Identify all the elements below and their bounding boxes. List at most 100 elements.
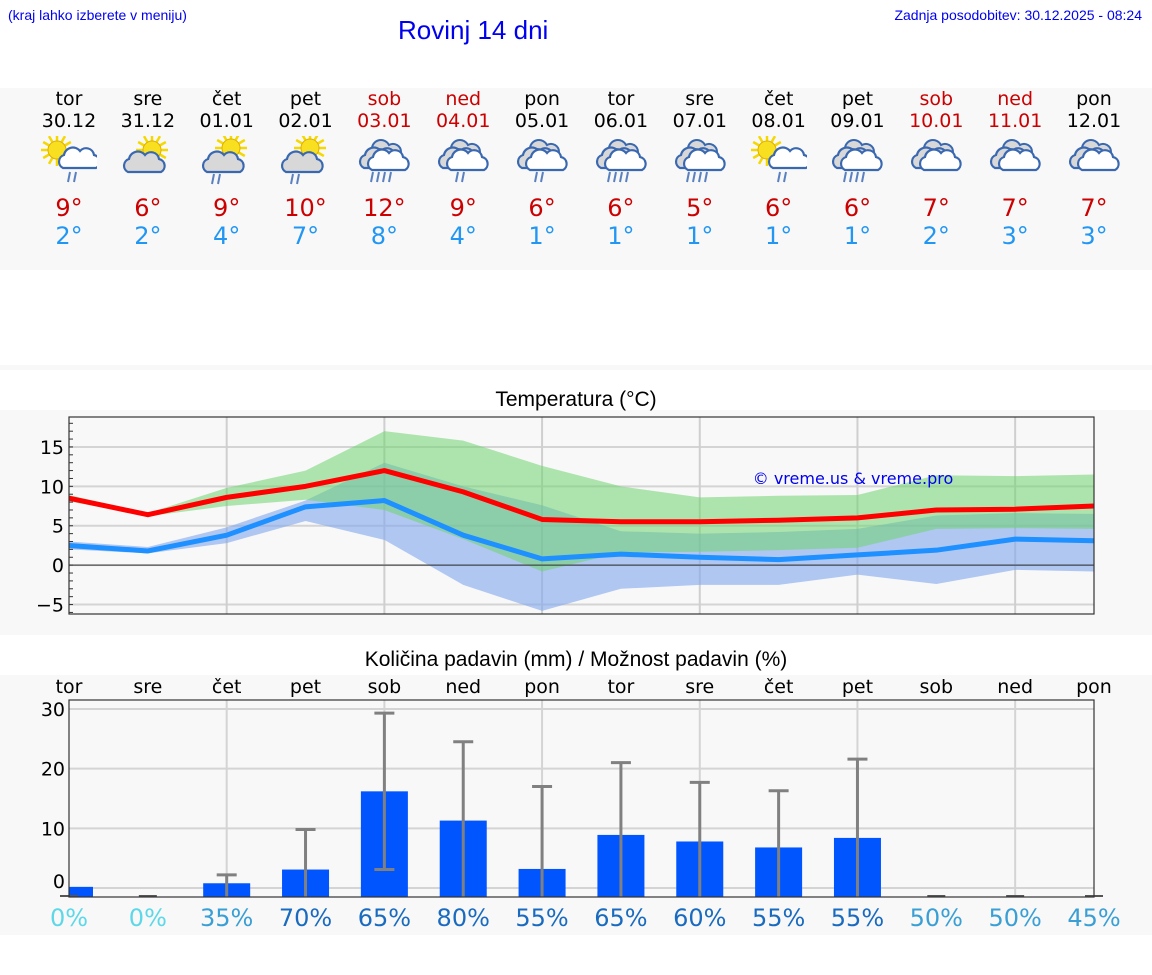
max-temp: 6° xyxy=(607,194,635,222)
precip-probability: 0% xyxy=(49,904,89,932)
cloudy-heavy-rain-icon xyxy=(818,132,897,194)
min-temp: 1° xyxy=(764,222,793,250)
precip-day-label: pet xyxy=(289,676,322,698)
cloudy-heavy-rain-icon xyxy=(660,132,739,194)
day-date: 04.01 xyxy=(436,110,491,132)
last-update: Zadnja posodobitev: 30.12.2025 - 08:24 xyxy=(894,7,1142,23)
day-name: sre xyxy=(133,88,163,110)
day-date: 12.01 xyxy=(1066,110,1122,132)
forecast-day: pon 12.01 7° 3° xyxy=(1055,88,1134,250)
cloudy-light-rain-icon xyxy=(424,132,503,194)
precipitation-chart-title: Količina padavin (mm) / Možnost padavin … xyxy=(364,648,788,671)
precip-day-label: ned xyxy=(997,676,1034,698)
page-title: Rovinj 14 dni xyxy=(398,15,549,45)
precip-probability: 70% xyxy=(278,904,333,932)
precip-probability: 35% xyxy=(200,904,254,932)
svg-text:20: 20 xyxy=(41,759,65,781)
forecast-day: tor 30.12 9° 2° xyxy=(30,88,109,250)
max-temp: 7° xyxy=(1001,194,1029,222)
max-temp: 10° xyxy=(284,194,327,222)
day-name: tor xyxy=(607,88,635,110)
menu-hint[interactable]: (kraj lahko izberete v meniju) xyxy=(8,7,187,23)
forecast-day: sre 07.01 5° 1° xyxy=(660,88,739,250)
forecast-day: čet 01.01 9° 4° xyxy=(187,88,266,250)
day-date: 05.01 xyxy=(514,110,570,132)
day-date: 09.01 xyxy=(830,110,885,132)
max-temp: 12° xyxy=(363,194,406,222)
min-temp: 2° xyxy=(55,222,83,250)
svg-text:30: 30 xyxy=(41,699,65,721)
day-name: sre xyxy=(685,88,715,110)
day-name: ned xyxy=(997,88,1034,110)
precip-day-label: pon xyxy=(1076,676,1112,698)
partly-cloudy-icon xyxy=(108,132,187,194)
precip-probability: 55% xyxy=(515,904,569,932)
day-date: 06.01 xyxy=(593,110,649,132)
svg-text:0: 0 xyxy=(53,871,65,893)
precip-day-label: sre xyxy=(685,676,715,698)
partly-cloudy-light-rain-icon xyxy=(266,132,345,194)
precip-probability: 50% xyxy=(909,904,963,932)
precip-day-label: sob xyxy=(367,676,402,698)
day-name: tor xyxy=(55,88,83,110)
max-temp: 7° xyxy=(1080,194,1108,222)
precip-day-label: pet xyxy=(841,676,874,698)
forecast-day: čet 08.01 6° 1° xyxy=(739,88,818,250)
max-temp: 6° xyxy=(134,194,162,222)
precip-day-label: sre xyxy=(133,676,163,698)
day-date: 01.01 xyxy=(199,110,254,132)
day-date: 10.01 xyxy=(909,110,964,132)
day-date: 03.01 xyxy=(357,110,412,132)
partly-sunny-light-rain-icon xyxy=(739,132,818,194)
min-temp: 2° xyxy=(922,222,950,250)
partly-cloudy-light-rain-icon xyxy=(187,132,266,194)
cloudy-icon xyxy=(1055,132,1134,194)
day-name: sob xyxy=(919,88,954,110)
forecast-day: pet 02.01 10° 7° xyxy=(266,88,345,250)
precip-day-label: sob xyxy=(919,676,954,698)
precip-probability: 50% xyxy=(988,904,1042,932)
min-temp: 2° xyxy=(134,222,162,250)
max-temp: 9° xyxy=(449,194,477,222)
forecast-day: ned 04.01 9° 4° xyxy=(424,88,503,250)
min-temp: 1° xyxy=(528,222,556,250)
divider-band xyxy=(0,365,1152,370)
cloudy-heavy-rain-icon xyxy=(345,132,424,194)
svg-text:5: 5 xyxy=(52,516,64,538)
day-name: sob xyxy=(367,88,402,110)
forecast-days: tor 30.12 9° 2° sre 31.12 6° 2° čet 01.01 9° 4° pet 0… xyxy=(0,88,1152,268)
max-temp: 6° xyxy=(843,194,872,222)
precip-probability: 55% xyxy=(830,904,885,932)
day-name: pon xyxy=(1076,88,1112,110)
max-temp: 6° xyxy=(528,194,556,222)
min-temp: 1° xyxy=(686,222,714,250)
forecast-day: pon 05.01 6° 1° xyxy=(503,88,582,250)
day-name: čet xyxy=(211,88,242,110)
precipitation-chart: 0 10 20 30 xyxy=(41,699,1103,898)
precip-probability: 80% xyxy=(436,904,490,932)
cloudy-light-rain-icon xyxy=(503,132,582,194)
day-date: 08.01 xyxy=(751,110,806,132)
max-temp: 9° xyxy=(213,194,241,222)
day-date: 30.12 xyxy=(41,110,97,132)
forecast-day: tor 06.01 6° 1° xyxy=(581,88,660,250)
day-date: 11.01 xyxy=(987,110,1043,132)
forecast-day: sob 10.01 7° 2° xyxy=(897,88,976,250)
cloudy-icon xyxy=(897,132,976,194)
precip-probability: 65% xyxy=(594,904,648,932)
day-name: pon xyxy=(524,88,560,110)
forecast-day: ned 11.01 7° 3° xyxy=(976,88,1055,250)
day-date: 07.01 xyxy=(672,110,727,132)
precip-day-label: čet xyxy=(763,676,794,698)
min-temp: 1° xyxy=(843,222,872,250)
temperature-chart: −5 0 5 10 15 © vreme.us & vreme.pro xyxy=(36,416,1095,617)
precip-day-label: čet xyxy=(211,676,242,698)
precip-day-label: tor xyxy=(55,676,83,698)
precip-probability: 0% xyxy=(128,904,167,932)
precip-probability: 45% xyxy=(1067,904,1121,932)
forecast-day: pet 09.01 6° 1° xyxy=(818,88,897,250)
max-temp: 5° xyxy=(686,194,714,222)
forecast-band xyxy=(0,88,1152,270)
svg-text:0: 0 xyxy=(52,555,64,577)
day-date: 31.12 xyxy=(120,110,176,132)
